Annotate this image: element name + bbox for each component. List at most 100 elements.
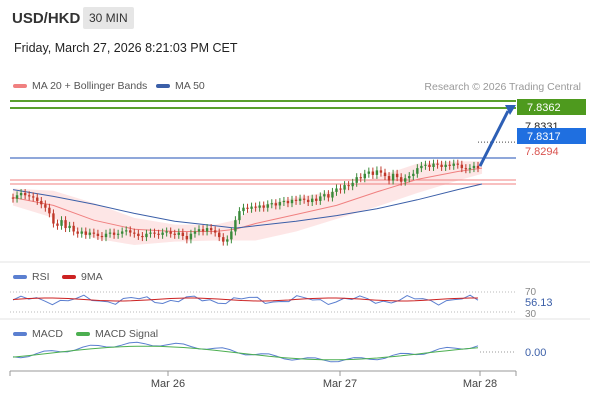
candle-body [456,163,459,165]
candle-body [197,229,201,232]
candle-body [104,233,108,238]
legend-rsi-ma: 9MA [62,271,103,283]
candle-body [209,228,213,231]
candle-body [399,177,403,182]
candle-body [432,163,435,167]
candle-body [347,185,350,187]
rsi-level-30: 30 [525,309,537,320]
legend-ma20: MA 20 + Bollinger Bands [13,80,147,92]
candle-body [395,173,399,178]
candle-body [161,232,164,235]
candle-body [88,232,92,235]
candle-body [222,237,225,242]
candle-body [177,232,180,235]
candle-body [428,164,431,167]
candle-body [129,230,132,233]
candle-body [327,194,330,198]
candle-body [149,232,152,234]
candle-body [444,164,447,167]
candle-body [476,165,480,169]
candle-body [290,199,294,204]
ma20-swatch [13,84,27,88]
candle-body [60,220,63,226]
candle-body [468,168,472,170]
candle-body [15,195,19,199]
candle-body [440,164,443,167]
rsi-ma-label: 9MA [81,271,103,283]
candle-body [412,173,415,177]
ma50-label: MA 50 [175,80,205,92]
candle-body [375,170,379,175]
candle-body [120,231,124,234]
candle-body [387,176,391,181]
candle-body [298,198,302,201]
candle-body [258,205,261,208]
legend-macd: MACD [13,328,63,340]
candle-body [452,163,455,166]
candle-body [125,230,128,232]
rsi-label: RSI [32,271,50,283]
candle-body [169,231,172,234]
bollinger-band [13,161,483,246]
candle-body [173,233,176,235]
candle-body [404,178,407,182]
rsi-swatch [13,275,27,279]
candle-body [19,193,23,196]
candle-body [355,177,358,183]
candle-body [343,185,346,190]
candle-body [116,233,120,235]
candle-body [218,232,221,238]
rsi-value: 56.13 [525,297,553,309]
legend-macd-signal: MACD Signal [76,328,158,340]
candle-body [193,231,197,234]
candle-body [319,196,322,201]
symbol-title: USD/HKD [12,10,81,27]
candle-body [157,233,160,235]
candle-body [242,207,245,212]
candle-body [201,229,205,232]
candle-body [436,163,439,165]
candle-body [36,197,39,201]
candle-body [270,203,273,205]
candle-body [278,202,282,206]
candle-body [56,223,59,226]
rsi-ma-swatch [62,275,76,279]
candle-body [185,235,189,240]
ma50-swatch [156,84,170,88]
candle-body [32,196,35,198]
candle-body [23,193,27,196]
candle-body [48,207,51,214]
candle-body [181,232,185,236]
candle-body [464,168,468,170]
price-label-resistance: 7.8362 [517,99,586,115]
candle-body [306,199,310,203]
candle-body [137,233,140,236]
price-label-support: 7.8294 [525,146,559,158]
macd-label: MACD [32,328,63,340]
rsi-line [12,294,479,306]
header-bar: USD/HKD 30 MIN [0,0,590,38]
candle-body [339,188,342,190]
candle-body [460,164,464,169]
candle-body [315,198,318,201]
candle-body [108,232,112,234]
price-label-text: 7.8294 [525,146,559,158]
candle-body [335,188,338,192]
macd-signal-label: MACD Signal [95,328,159,340]
candle-body [331,191,334,198]
candle-body [27,195,31,197]
candle-body [416,168,419,174]
candle-body [64,220,67,229]
forecast-arrow-head [505,105,516,116]
candle-body [44,204,47,208]
interval-badge[interactable]: 30 MIN [83,7,134,29]
candle-body [112,232,116,235]
candle-body [311,198,314,203]
candle-body [213,230,217,233]
candle-body [282,200,286,203]
macd-line [12,341,479,363]
price-label-bg [517,128,586,144]
datetime-label: Friday, March 27, 2026 8:21:03 PM CET [14,41,238,55]
ma50-line [12,183,483,229]
